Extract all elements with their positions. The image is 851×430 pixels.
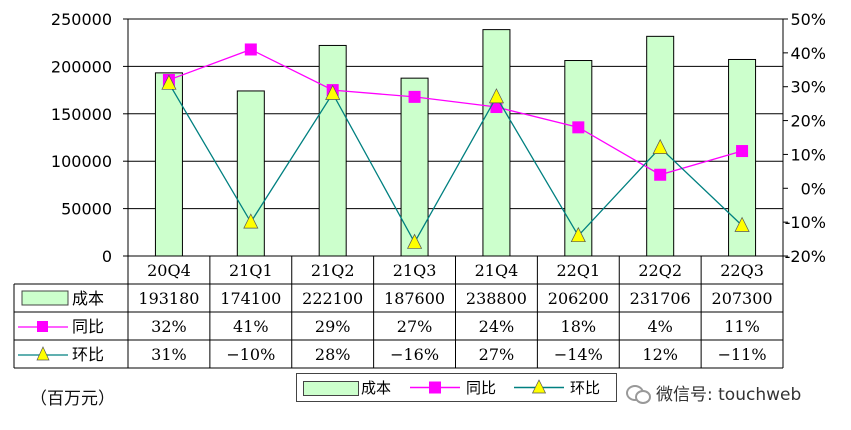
left-axis-tick-label: 100000: [51, 152, 112, 171]
table-cell: 4%: [647, 317, 672, 336]
table-key-marker: [37, 321, 48, 332]
table-cell: 207300: [712, 289, 773, 308]
category-label: 21Q4: [475, 261, 519, 280]
category-label: 22Q3: [720, 261, 764, 280]
bar: [400, 77, 429, 257]
table-cell: 187600: [384, 289, 445, 308]
category-label: 21Q2: [311, 261, 355, 280]
table-cell: 11%: [724, 317, 760, 336]
series-point: [490, 101, 503, 114]
legend-marker-yoy: [410, 381, 460, 394]
table-cell: 12%: [642, 345, 678, 364]
table-key-marker: [36, 346, 50, 361]
legend-label-yoy: 同比: [466, 379, 497, 397]
left-axis-tick-label: 50000: [61, 200, 112, 219]
table-cell: 24%: [479, 317, 515, 336]
legend: 成本 同比 环比: [296, 373, 617, 402]
table-cell: 31%: [151, 345, 187, 364]
series-point: [488, 88, 505, 104]
left-axis-tick-label: 250000: [51, 10, 112, 29]
table-cell: −11%: [718, 345, 767, 364]
table-cell: −14%: [554, 345, 603, 364]
table-row-label: 成本: [72, 289, 104, 308]
table-key-swatch: [21, 290, 69, 306]
wechat-icon: [626, 383, 651, 404]
table-cell: 193180: [138, 289, 199, 308]
legend-label-qoq: 环比: [570, 379, 601, 397]
table-cell: 27%: [479, 345, 515, 364]
plot-frame: [127, 18, 784, 257]
table-row-label: 环比: [72, 345, 104, 364]
table-cell: 231706: [630, 289, 691, 308]
right-axis-tick-label: 0%: [801, 179, 826, 198]
left-axis-tick-label: 200000: [51, 57, 112, 76]
category-label: 22Q2: [638, 261, 682, 280]
series-point: [406, 233, 423, 249]
series-point: [408, 90, 421, 103]
table-cell: −16%: [390, 345, 439, 364]
legend-swatch-cost: [303, 381, 359, 396]
watermark: 微信号: touchweb: [626, 380, 801, 405]
right-axis-tick-label: 20%: [790, 112, 826, 131]
table-cell: 174100: [220, 289, 281, 308]
category-label: 20Q4: [147, 261, 191, 280]
category-label: 22Q1: [556, 261, 600, 280]
series-point: [243, 213, 259, 229]
category-label: 21Q1: [229, 261, 273, 280]
series-point: [654, 168, 667, 181]
series-point: [244, 43, 257, 56]
bar: [236, 90, 265, 257]
series-point: [736, 145, 749, 158]
left-axis-tick-label: 0: [102, 247, 112, 266]
bar: [154, 72, 183, 257]
legend-marker-qoq: [514, 379, 564, 394]
table-cell: 18%: [561, 317, 597, 336]
right-axis-tick-label: -20%: [785, 247, 826, 266]
left-axis-tick-label: 150000: [51, 105, 112, 124]
right-axis-tick-label: 50%: [790, 10, 826, 29]
category-label: 21Q3: [393, 261, 437, 280]
table-cell: 32%: [151, 317, 187, 336]
series-point: [570, 226, 586, 243]
series-point: [161, 74, 177, 90]
bar: [564, 60, 593, 257]
series-point: [652, 138, 668, 155]
series-line: [168, 48, 743, 176]
unit-label: （百万元）: [30, 389, 115, 409]
watermark-text: 微信号: touchweb: [656, 385, 802, 405]
table-row-label: 同比: [72, 317, 104, 336]
table-cell: 238800: [466, 289, 527, 308]
table-cell: 27%: [397, 317, 433, 336]
series-line: [168, 82, 743, 244]
right-axis-tick-label: 30%: [790, 78, 826, 97]
table-cell: 29%: [315, 317, 351, 336]
right-axis-tick-label: -10%: [785, 213, 826, 232]
right-axis-tick-label: 10%: [790, 145, 826, 164]
table-cell: 28%: [315, 345, 351, 364]
bar: [482, 29, 511, 257]
table-cell: 222100: [302, 289, 363, 308]
series-point: [325, 84, 341, 100]
table-cell: 206200: [548, 289, 609, 308]
table-cell: 41%: [233, 317, 269, 336]
table-cell: −10%: [226, 345, 275, 364]
series-point: [572, 121, 585, 134]
right-axis-tick-label: 40%: [790, 44, 826, 63]
series-point: [734, 216, 750, 232]
bar: [318, 44, 347, 257]
legend-label-cost: 成本: [361, 379, 392, 397]
